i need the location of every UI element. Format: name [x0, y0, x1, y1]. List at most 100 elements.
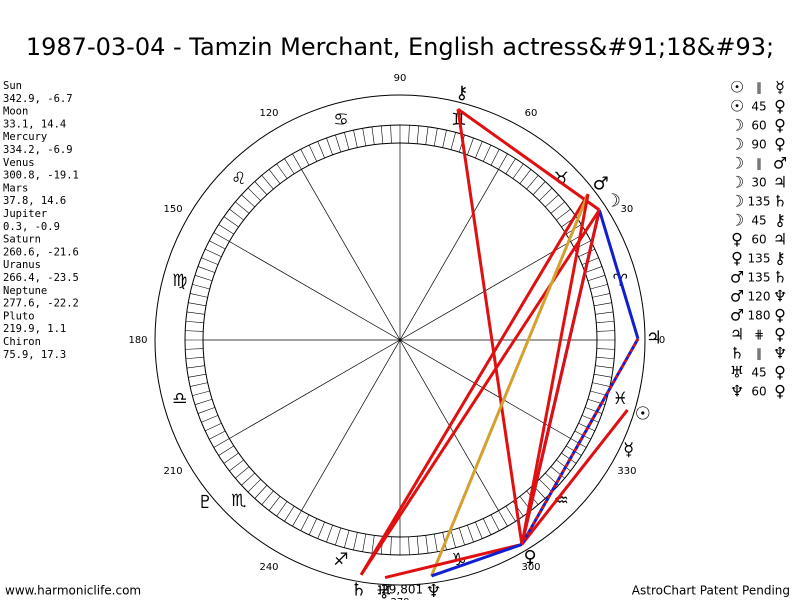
ring-tick: [186, 365, 205, 369]
ring-tick: [442, 130, 447, 148]
aspect-type: 60: [751, 119, 766, 133]
spoke: [229, 241, 571, 439]
ring-tick: [416, 125, 420, 144]
ring-tick: [353, 532, 358, 550]
ring-tick: [596, 348, 615, 350]
aspect-from: ♀: [731, 249, 743, 268]
aspect-from: ☽: [730, 192, 744, 211]
ring-tick: [218, 445, 235, 456]
ring-tick: [308, 145, 318, 162]
sign-glyph: ♋: [333, 110, 348, 130]
footer-left: www.harmoniclife.com: [5, 584, 141, 598]
ring-tick: [590, 284, 608, 290]
aspect-line: [520, 338, 640, 546]
aspect-from: ☽: [730, 154, 744, 173]
ring-tick: [209, 240, 226, 250]
aspect-line: [456, 108, 524, 545]
planet-glyph: ♇: [197, 492, 213, 513]
ring-tick: [585, 407, 603, 414]
aspect-to: ♀: [774, 325, 786, 344]
ring-tick: [201, 415, 219, 423]
aspect-to: ☿: [775, 78, 785, 97]
planet-position: 300.8, -19.1: [3, 170, 79, 182]
planet-glyph: ⚷: [455, 83, 468, 104]
aspect-from: ☽: [730, 211, 744, 230]
ring-tick: [467, 137, 474, 155]
ring-tick: [300, 149, 310, 166]
planet-glyph: ♄: [350, 580, 366, 600]
planet-glyph: ☽: [605, 190, 621, 211]
ring-tick: [532, 181, 546, 195]
ring-tick: [247, 187, 261, 201]
ring-tick: [595, 311, 614, 315]
aspect-type: 135: [748, 195, 771, 209]
ring-tick: [498, 153, 508, 170]
ring-tick: [205, 248, 222, 258]
ring-tick: [317, 141, 325, 159]
aspect-line: [520, 209, 601, 545]
ring-tick: [505, 158, 516, 175]
planet-position: 342.9, -6.7: [3, 93, 73, 105]
ring-tick: [550, 466, 565, 479]
degree-label: 240: [259, 562, 278, 573]
ring-tick: [433, 128, 438, 147]
ring-tick: [344, 132, 350, 150]
ring-tick: [247, 479, 261, 493]
ring-tick: [190, 382, 208, 387]
ring-tick: [592, 293, 610, 298]
ring-tick: [512, 163, 524, 179]
ring-tick: [326, 137, 333, 155]
degree-label: 150: [164, 204, 183, 215]
ring-tick: [185, 320, 204, 324]
ring-tick: [188, 373, 207, 378]
planet-glyph: ♀: [523, 547, 536, 568]
planet-name: Jupiter: [3, 208, 47, 220]
sign-glyph: ♏: [231, 491, 246, 511]
ring-tick: [300, 514, 310, 531]
planet-position: 37.8, 14.6: [3, 195, 66, 207]
ring-tick: [561, 452, 577, 464]
title: 1987-03-04 - Tamzin Merchant, English ac…: [26, 33, 774, 61]
ring-tick: [276, 163, 288, 179]
aspect-to: ♀: [774, 97, 786, 116]
planet-glyph: ☉: [635, 404, 651, 425]
aspect-line: [457, 107, 601, 212]
ring-tick: [192, 284, 210, 290]
ring-tick: [261, 490, 274, 505]
aspect-type: 45: [751, 100, 766, 114]
planet-glyph: ♅: [376, 582, 392, 600]
aspect-line: [430, 543, 523, 578]
planet-position: 277.6, -22.2: [3, 298, 79, 310]
aspect-to: ♆: [773, 287, 787, 306]
ring-tick: [467, 525, 474, 543]
ring-tick: [592, 382, 610, 387]
footer-right: AstroChart Patent Pending: [632, 584, 790, 598]
ring-tick: [596, 330, 615, 332]
ring-tick: [353, 130, 358, 148]
sign-glyph: ♍: [172, 271, 187, 291]
planet-name: Mercury: [3, 131, 47, 143]
ring-tick: [284, 505, 295, 522]
planet-position: 266.4, -23.5: [3, 272, 79, 284]
ring-tick: [229, 459, 244, 472]
aspect-from: ☽: [730, 173, 744, 192]
aspect-from: ♃: [730, 325, 744, 344]
ring-tick: [185, 356, 204, 360]
aspect-to: ♃: [773, 230, 787, 249]
ring-tick: [188, 302, 207, 307]
sign-glyph: ♐: [333, 550, 348, 570]
degree-label: 90: [394, 73, 407, 84]
aspect-to: ♀: [774, 135, 786, 154]
aspect-to: ♃: [773, 173, 787, 192]
ring-tick: [593, 373, 612, 378]
aspect-type: ∥: [756, 81, 762, 95]
aspect-from: ♂: [730, 287, 744, 306]
ring-tick: [317, 521, 325, 539]
aspect-to: ♀: [774, 382, 786, 401]
aspect-type: 90: [751, 138, 766, 152]
ring-tick: [186, 311, 205, 315]
ring-tick: [241, 472, 255, 486]
aspect-from: ♂: [730, 268, 744, 287]
ring-tick: [416, 536, 420, 555]
ring-tick: [190, 293, 208, 298]
